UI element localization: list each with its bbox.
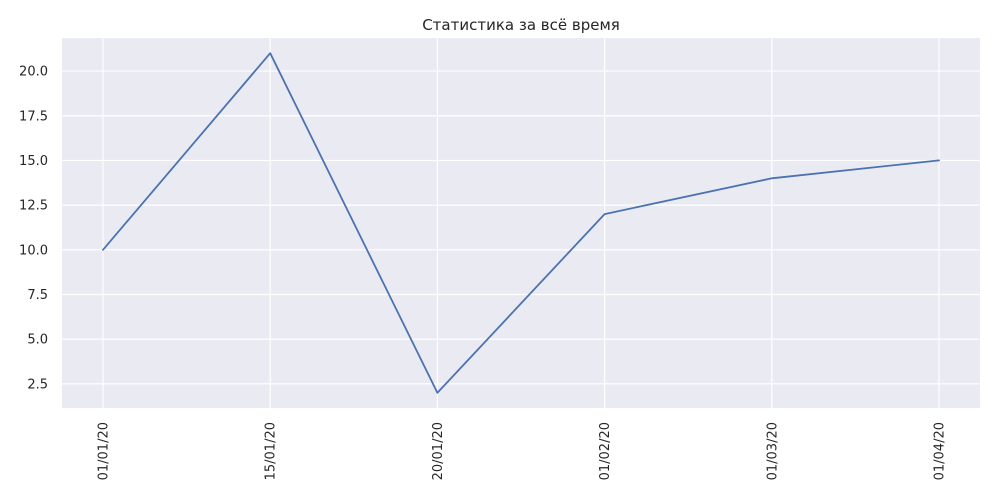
x-grid bbox=[102, 38, 940, 408]
y-tick-label: 5.0 bbox=[27, 333, 48, 348]
y-axis-ticks: 2.5 5.0 7.5 10.0 12.5 15.0 17.5 20.0 bbox=[19, 65, 48, 393]
x-tick-label: 01/02/20 bbox=[598, 422, 613, 480]
chart-title: Статистика за всё время bbox=[422, 16, 620, 34]
y-grid bbox=[62, 70, 980, 385]
y-tick-label: 20.0 bbox=[19, 65, 48, 80]
y-tick-label: 10.0 bbox=[19, 243, 48, 258]
y-tick-label: 17.5 bbox=[19, 109, 48, 124]
plot-area bbox=[62, 38, 980, 408]
x-tick-label: 01/01/20 bbox=[97, 422, 112, 480]
x-tick-label: 20/01/20 bbox=[431, 422, 446, 480]
series-line-0 bbox=[102, 52, 940, 394]
x-tick-label: 01/04/20 bbox=[933, 422, 948, 480]
y-tick-label: 7.5 bbox=[27, 288, 48, 303]
x-tick-label: 01/03/20 bbox=[765, 422, 780, 480]
y-tick-label: 2.5 bbox=[27, 377, 48, 392]
series-layer bbox=[102, 52, 940, 394]
x-tick-label: 15/01/20 bbox=[264, 422, 279, 480]
y-tick-label: 15.0 bbox=[19, 154, 48, 169]
x-axis-ticks: 01/01/20 15/01/20 20/01/20 01/02/20 01/03/20… bbox=[97, 422, 948, 480]
y-tick-label: 12.5 bbox=[19, 199, 48, 214]
